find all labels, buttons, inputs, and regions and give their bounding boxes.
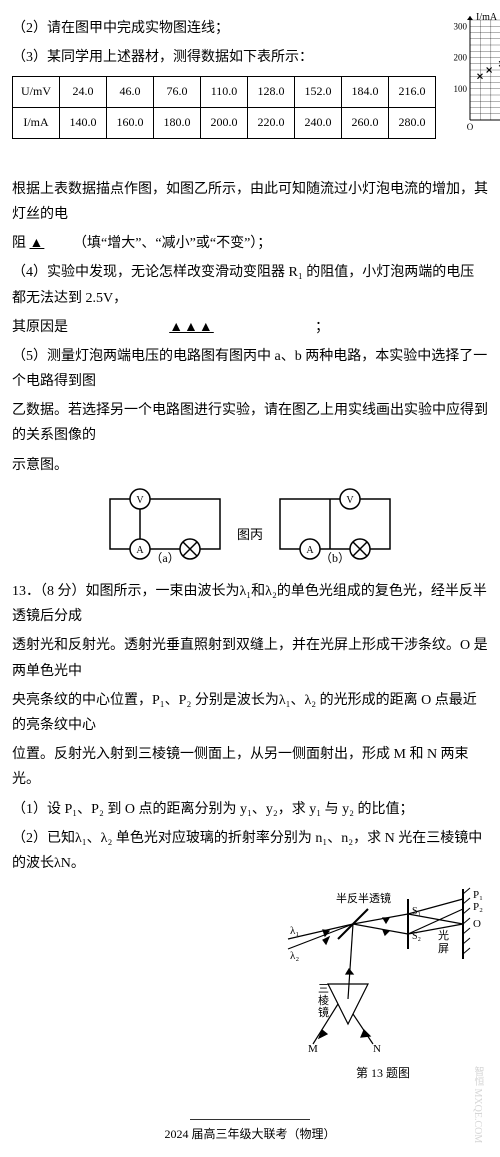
svg-text:V: V	[346, 495, 354, 506]
q5-a: （5）测量灯泡两端电压的电路图有图丙中 a、b 两种电路，本实验中选择了一个电路…	[12, 344, 488, 394]
q13-head: 13．（8 分）如图所示，一束由波长为λ₁和λ₂的单色光组成的复色光，经半反半透…	[12, 579, 488, 629]
q13-l4: 位置。反射光入射到三棱镜一侧面上，从另一侧面射出，形成 M 和 N 两束光。	[12, 742, 488, 792]
svg-text:三: 三	[318, 983, 329, 995]
q3-after: 根据上表数据描点作图，如图乙所示，由此可知随流过小灯泡电流的增加，其灯丝的电	[12, 182, 488, 222]
circuit-b-label: （b）	[320, 551, 350, 564]
svg-text:O: O	[467, 122, 474, 132]
cell: 260.0	[342, 107, 389, 138]
blank-triangle: ▲	[30, 236, 45, 251]
circuit-a-label: （a）	[150, 551, 179, 564]
chart-caption: 图乙	[442, 151, 500, 173]
svg-text:光: 光	[438, 928, 449, 942]
q4-a: （4）实验中发现，无论怎样改变滑动变阻器 R₁ 的阻值，小灯泡两端的电压都无法达…	[12, 260, 488, 310]
table-row: I/mA 140.0 160.0 180.0 200.0 220.0 240.0…	[13, 107, 436, 138]
cell: 184.0	[342, 77, 389, 108]
prism-caption: 第 13 题图	[278, 1063, 488, 1085]
circuit-diagrams: V A （a） 图丙 V A （b）	[12, 484, 488, 573]
row1-label: U/mV	[13, 77, 60, 108]
lambda2-label: λ₂	[290, 950, 299, 962]
n-label: N	[373, 1043, 381, 1054]
cell: 180.0	[154, 107, 201, 138]
half-mirror-label: 半反半透镜	[336, 891, 391, 905]
cell: 140.0	[60, 107, 107, 138]
q3-intro: （3）某同学用上述器材，测得数据如下表所示：	[12, 45, 436, 70]
circuit-caption: 图丙	[237, 527, 263, 542]
q4-b-post: ；	[315, 320, 329, 335]
cell: 46.0	[107, 77, 154, 108]
s2-label: S₂	[412, 931, 421, 942]
table-row: U/mV 24.0 46.0 76.0 110.0 128.0 152.0 18…	[13, 77, 436, 108]
o-label: O	[473, 918, 481, 930]
cell: 110.0	[201, 77, 248, 108]
q3-after2-pre: 阻	[12, 236, 26, 251]
cell: 24.0	[60, 77, 107, 108]
p2-label: P₂	[473, 901, 483, 913]
q13-l2: 透射光和反射光。透射光垂直照射到双缝上，并在光屏上形成干涉条纹。O 是两单色光中	[12, 633, 488, 683]
cell: 152.0	[295, 77, 342, 108]
cell: 216.0	[389, 77, 436, 108]
blank-triangles: ▲▲▲	[169, 320, 214, 335]
svg-text:屏: 屏	[438, 942, 449, 955]
svg-text:A: A	[136, 545, 144, 556]
q5-c: 示意图。	[12, 453, 488, 478]
lambda1-label: λ₁	[290, 925, 299, 937]
cell: 128.0	[248, 77, 295, 108]
row2-label: I/mA	[13, 107, 60, 138]
prism-figure: λ₁ λ₂ 半反半透镜 S₁ S₂ P₁ P₂ O 光 屏 M N 三 棱 镜 …	[278, 884, 488, 1085]
q13-l3: 央亮条纹的中心位置，P₁、P₂ 分别是波长为λ₁、λ₂ 的光形成的距离 O 点最…	[12, 688, 488, 738]
svg-text:镜: 镜	[318, 1005, 329, 1019]
q13-q2: （2）已知λ₁、λ₂ 单色光对应玻璃的折射率分别为 n₁、n₂，求 N 光在三棱…	[12, 826, 488, 876]
p1-label: P₁	[473, 889, 483, 901]
cell: 240.0	[295, 107, 342, 138]
watermark: 智恒 MXQE.COM	[468, 1066, 486, 1143]
svg-text:100: 100	[454, 84, 468, 94]
q2-text: （2）请在图甲中完成实物图连线；	[12, 16, 436, 41]
q4-b-pre: 其原因是	[12, 320, 68, 335]
cell: 220.0	[248, 107, 295, 138]
cell: 160.0	[107, 107, 154, 138]
data-table: U/mV 24.0 46.0 76.0 110.0 128.0 152.0 18…	[12, 76, 436, 138]
cell: 280.0	[389, 107, 436, 138]
svg-text:I/mA: I/mA	[476, 12, 498, 23]
iv-chart: O100200100200300I/mAU/mV 图乙	[442, 12, 500, 173]
s1-label: S₁	[412, 906, 421, 917]
cell: 76.0	[154, 77, 201, 108]
m-label: M	[308, 1043, 318, 1054]
svg-text:棱: 棱	[318, 994, 329, 1007]
svg-text:200: 200	[454, 53, 468, 63]
svg-text:300: 300	[454, 21, 468, 31]
svg-text:A: A	[306, 545, 314, 556]
q5-b: 乙数据。若选择另一个电路图进行实验，请在图乙上用实线画出实验中应得到的关系图像的	[12, 398, 488, 448]
q3-after2-post: （填“增大”、“减小”或“不变”）；	[73, 236, 271, 251]
svg-text:V: V	[136, 495, 144, 506]
cell: 200.0	[201, 107, 248, 138]
footer-text: 2024 届高三年级大联考（物理）	[12, 1124, 488, 1146]
q13-q1: （1）设 P₁、P₂ 到 O 点的距离分别为 y₁、y₂，求 y₁ 与 y₂ 的…	[12, 797, 488, 822]
